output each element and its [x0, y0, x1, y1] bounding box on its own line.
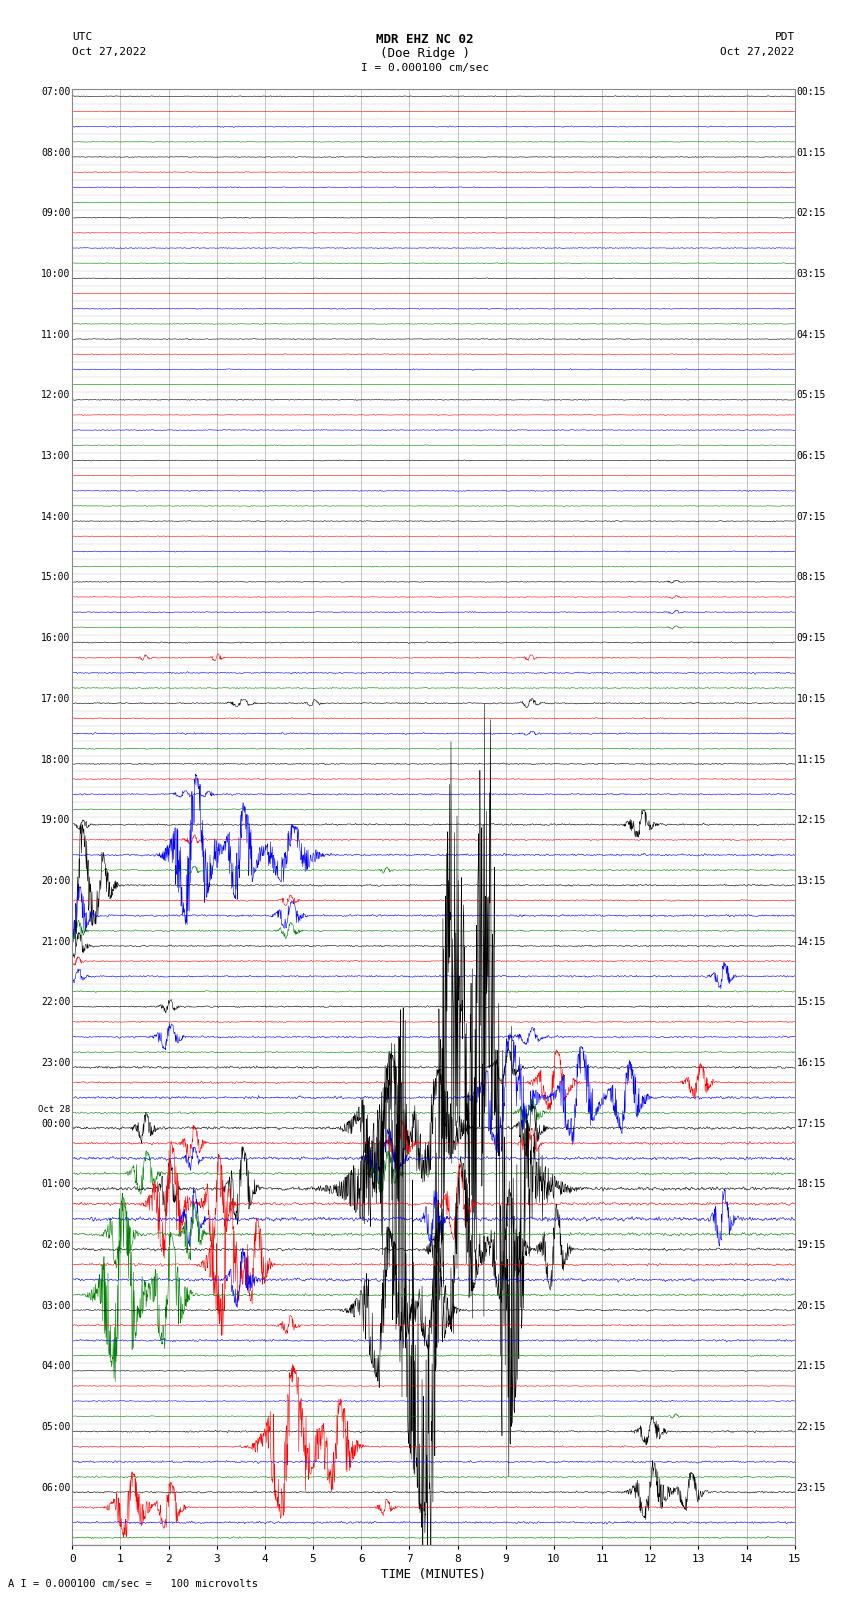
Text: 19:00: 19:00 [41, 815, 71, 826]
Text: 18:00: 18:00 [41, 755, 71, 765]
Text: 08:15: 08:15 [796, 573, 826, 582]
Text: 13:15: 13:15 [796, 876, 826, 886]
Text: 04:00: 04:00 [41, 1361, 71, 1371]
Text: Oct 27,2022: Oct 27,2022 [72, 47, 146, 56]
Text: 03:00: 03:00 [41, 1300, 71, 1311]
Text: 02:00: 02:00 [41, 1240, 71, 1250]
Text: I = 0.000100 cm/sec: I = 0.000100 cm/sec [361, 63, 489, 73]
Text: 14:00: 14:00 [41, 511, 71, 521]
Text: 22:00: 22:00 [41, 997, 71, 1007]
Text: 17:00: 17:00 [41, 694, 71, 703]
Text: PDT: PDT [774, 32, 795, 42]
Text: 00:15: 00:15 [796, 87, 826, 97]
Text: 07:00: 07:00 [41, 87, 71, 97]
Text: A I = 0.000100 cm/sec =   100 microvolts: A I = 0.000100 cm/sec = 100 microvolts [8, 1579, 258, 1589]
Text: 10:00: 10:00 [41, 269, 71, 279]
Text: 00:00: 00:00 [41, 1119, 71, 1129]
Text: Oct 27,2022: Oct 27,2022 [721, 47, 795, 56]
Text: 23:00: 23:00 [41, 1058, 71, 1068]
Text: 12:00: 12:00 [41, 390, 71, 400]
Text: 09:00: 09:00 [41, 208, 71, 218]
Text: 20:15: 20:15 [796, 1300, 826, 1311]
Text: 12:15: 12:15 [796, 815, 826, 826]
Text: (Doe Ridge ): (Doe Ridge ) [380, 47, 470, 60]
Text: 10:15: 10:15 [796, 694, 826, 703]
Text: 15:00: 15:00 [41, 573, 71, 582]
Text: 05:00: 05:00 [41, 1423, 71, 1432]
Text: 17:15: 17:15 [796, 1119, 826, 1129]
Text: MDR EHZ NC 02: MDR EHZ NC 02 [377, 32, 473, 47]
Text: 05:15: 05:15 [796, 390, 826, 400]
Text: 21:00: 21:00 [41, 937, 71, 947]
Text: 02:15: 02:15 [796, 208, 826, 218]
Text: 16:15: 16:15 [796, 1058, 826, 1068]
Text: 13:00: 13:00 [41, 452, 71, 461]
X-axis label: TIME (MINUTES): TIME (MINUTES) [381, 1568, 486, 1581]
Text: 06:15: 06:15 [796, 452, 826, 461]
Text: UTC: UTC [72, 32, 93, 42]
Text: 01:00: 01:00 [41, 1179, 71, 1189]
Text: 11:00: 11:00 [41, 329, 71, 340]
Text: 01:15: 01:15 [796, 148, 826, 158]
Text: 14:15: 14:15 [796, 937, 826, 947]
Text: 19:15: 19:15 [796, 1240, 826, 1250]
Text: 20:00: 20:00 [41, 876, 71, 886]
Text: 16:00: 16:00 [41, 634, 71, 644]
Text: 23:15: 23:15 [796, 1482, 826, 1492]
Text: 21:15: 21:15 [796, 1361, 826, 1371]
Text: 03:15: 03:15 [796, 269, 826, 279]
Text: 22:15: 22:15 [796, 1423, 826, 1432]
Text: 07:15: 07:15 [796, 511, 826, 521]
Text: 06:00: 06:00 [41, 1482, 71, 1492]
Text: 09:15: 09:15 [796, 634, 826, 644]
Text: 18:15: 18:15 [796, 1179, 826, 1189]
Text: 04:15: 04:15 [796, 329, 826, 340]
Text: 15:15: 15:15 [796, 997, 826, 1007]
Text: 08:00: 08:00 [41, 148, 71, 158]
Text: Oct 28: Oct 28 [38, 1105, 71, 1115]
Text: 11:15: 11:15 [796, 755, 826, 765]
